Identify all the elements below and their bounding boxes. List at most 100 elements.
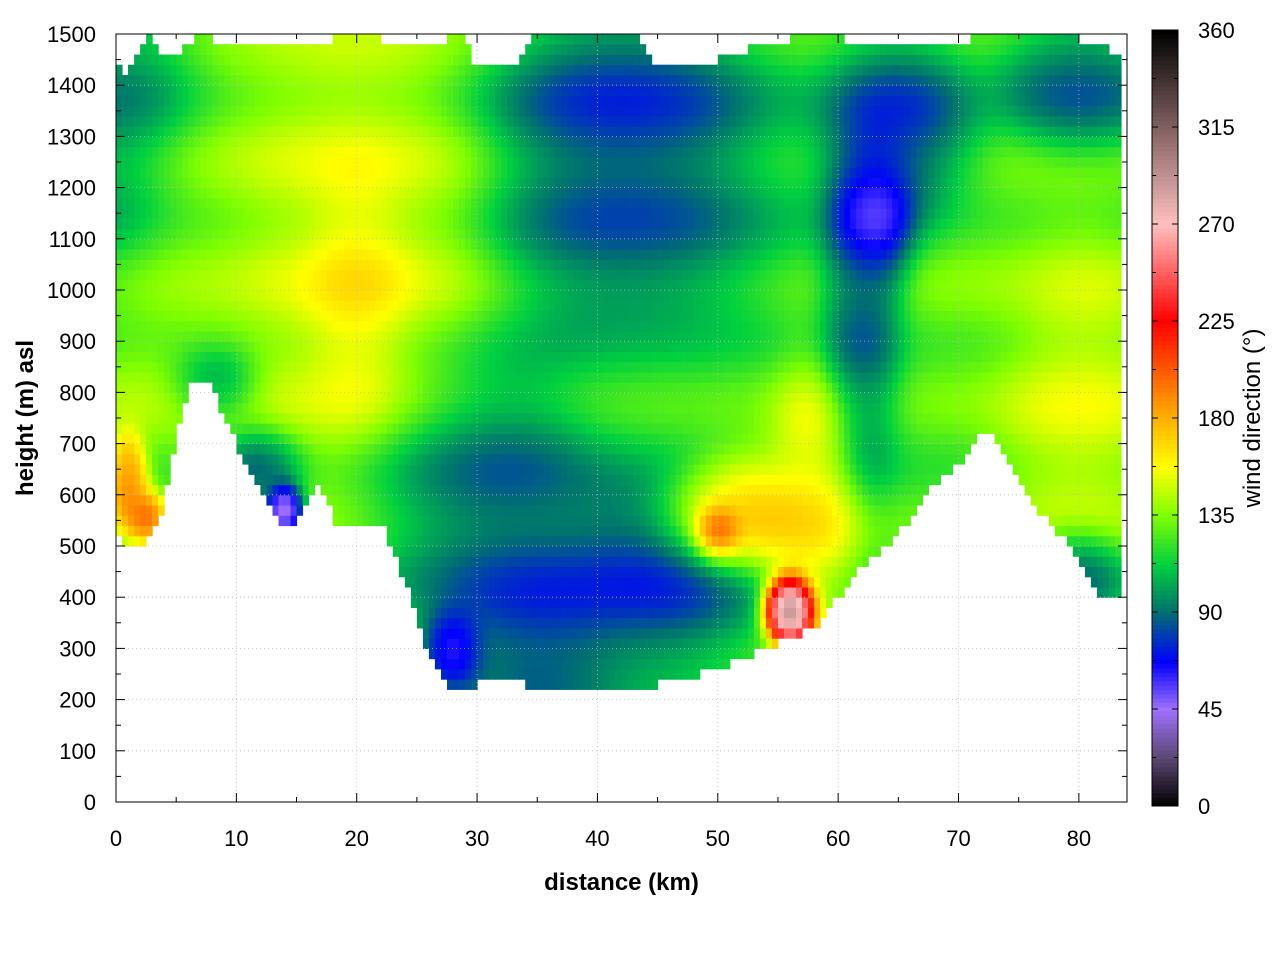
- heatmap-cell: [579, 617, 586, 629]
- heatmap-cell: [218, 351, 225, 363]
- heatmap-cell: [410, 238, 418, 250]
- heatmap-cell: [489, 75, 496, 86]
- heatmap-cell: [561, 351, 568, 363]
- heatmap-cell: [176, 156, 183, 168]
- heatmap-cell: [242, 126, 249, 137]
- heatmap-cell: [573, 177, 580, 189]
- heatmap-cell: [218, 54, 225, 66]
- heatmap-cell: [495, 146, 502, 158]
- heatmap-cell: [278, 300, 286, 311]
- heatmap-cell: [128, 64, 135, 76]
- heatmap-cell: [597, 218, 604, 230]
- heatmap-cell: [416, 361, 424, 373]
- heatmap-cell: [483, 627, 490, 639]
- heatmap-cell: [525, 546, 532, 557]
- heatmap-cell: [308, 269, 316, 281]
- heatmap-cell: [272, 290, 280, 301]
- heatmap-cell: [278, 331, 286, 342]
- heatmap-cell: [116, 300, 123, 311]
- heatmap-cell: [471, 177, 478, 189]
- heatmap-cell: [543, 566, 550, 578]
- heatmap-cell: [465, 423, 472, 434]
- heatmap-cell: [434, 208, 442, 219]
- heatmap-cell: [386, 331, 394, 342]
- heatmap-cell: [549, 587, 556, 598]
- heatmap-cell: [483, 668, 490, 680]
- heatmap-cell: [513, 341, 520, 352]
- heatmap-cell: [543, 228, 550, 240]
- heatmap-cell: [368, 187, 376, 199]
- heatmap-cell: [146, 423, 153, 434]
- heatmap-cell: [128, 310, 135, 322]
- heatmap-cell: [386, 464, 394, 475]
- heatmap-cell: [410, 464, 418, 475]
- heatmap-cell: [657, 105, 665, 117]
- heatmap-cell: [465, 412, 472, 424]
- heatmap-cell: [206, 249, 213, 260]
- heatmap-cell: [609, 679, 617, 690]
- heatmap-cell: [459, 556, 466, 567]
- heatmap-cell: [380, 351, 388, 363]
- heatmap-cell: [182, 177, 189, 189]
- heatmap-cell: [206, 279, 213, 291]
- heatmap-cell: [134, 249, 141, 260]
- heatmap-cell: [368, 249, 376, 260]
- heatmap-cell: [326, 300, 334, 311]
- heatmap-cell: [224, 392, 231, 404]
- heatmap-cell: [573, 546, 580, 557]
- heatmap-cell: [344, 310, 352, 322]
- heatmap-cell: [645, 54, 653, 66]
- heatmap-cell: [356, 44, 364, 55]
- heatmap-cell: [224, 290, 231, 301]
- heatmap-cell: [152, 126, 159, 137]
- heatmap-cell: [531, 382, 538, 393]
- heatmap-cell: [344, 484, 352, 496]
- heatmap-cell: [519, 208, 526, 219]
- heatmap-cell: [428, 464, 436, 475]
- heatmap-cell: [308, 218, 316, 230]
- heatmap-cell: [675, 597, 683, 608]
- heatmap-cell: [218, 187, 225, 199]
- heatmap-cell: [459, 587, 466, 598]
- heatmap-cell: [374, 126, 382, 137]
- heatmap-cell: [272, 300, 280, 311]
- heatmap-cell: [555, 310, 562, 322]
- heatmap-cell: [573, 187, 580, 199]
- heatmap-cell: [639, 484, 647, 496]
- heatmap-cell: [501, 382, 508, 393]
- heatmap-cell: [152, 218, 159, 230]
- heatmap-cell: [326, 474, 334, 486]
- heatmap-cell: [549, 351, 556, 363]
- heatmap-cell: [230, 85, 237, 96]
- heatmap-cell: [332, 484, 340, 496]
- heatmap-cell: [483, 249, 490, 260]
- heatmap-cell: [627, 228, 635, 240]
- heatmap-cell: [374, 146, 382, 158]
- heatmap-cell: [513, 197, 520, 209]
- heatmap-cell: [188, 228, 195, 240]
- heatmap-cell: [483, 85, 490, 96]
- heatmap-cell: [422, 423, 430, 434]
- heatmap-cell: [639, 371, 647, 383]
- heatmap-cell: [404, 167, 412, 178]
- heatmap-cell: [314, 136, 322, 148]
- heatmap-cell: [501, 167, 508, 178]
- heatmap-cell: [609, 105, 617, 117]
- heatmap-cell: [284, 361, 292, 373]
- heatmap-cell: [579, 177, 586, 189]
- heatmap-cell: [404, 146, 412, 158]
- heatmap-cell: [434, 197, 442, 209]
- heatmap-cell: [176, 238, 183, 250]
- heatmap-cell: [591, 44, 598, 55]
- heatmap-cell: [266, 249, 273, 260]
- heatmap-cell: [489, 259, 496, 271]
- heatmap-cell: [278, 126, 286, 137]
- heatmap-cell: [627, 433, 635, 445]
- heatmap-cell: [308, 300, 316, 311]
- heatmap-cell: [320, 44, 328, 55]
- heatmap-cell: [296, 505, 304, 516]
- heatmap-cell: [645, 546, 653, 557]
- heatmap-cell: [320, 453, 328, 465]
- heatmap-cell: [657, 525, 665, 537]
- heatmap-cell: [561, 597, 568, 608]
